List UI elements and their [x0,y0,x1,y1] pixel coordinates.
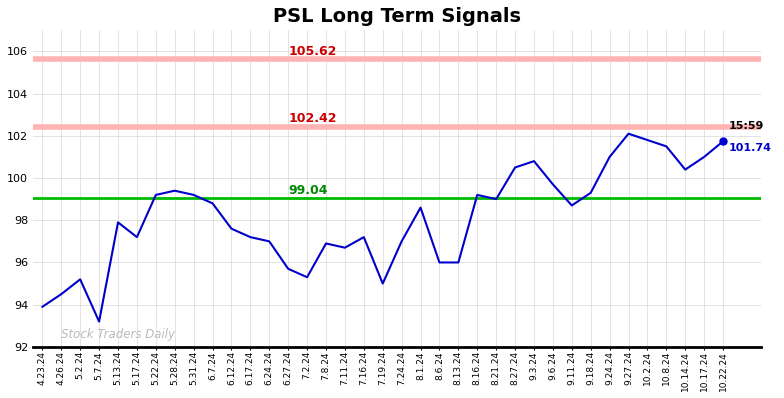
Text: 102.42: 102.42 [289,112,336,125]
Text: Stock Traders Daily: Stock Traders Daily [61,328,176,341]
Text: 99.04: 99.04 [289,183,328,197]
Text: 105.62: 105.62 [289,45,336,58]
Title: PSL Long Term Signals: PSL Long Term Signals [273,7,521,26]
Text: 101.74: 101.74 [729,143,771,153]
Text: 15:59: 15:59 [729,121,764,131]
